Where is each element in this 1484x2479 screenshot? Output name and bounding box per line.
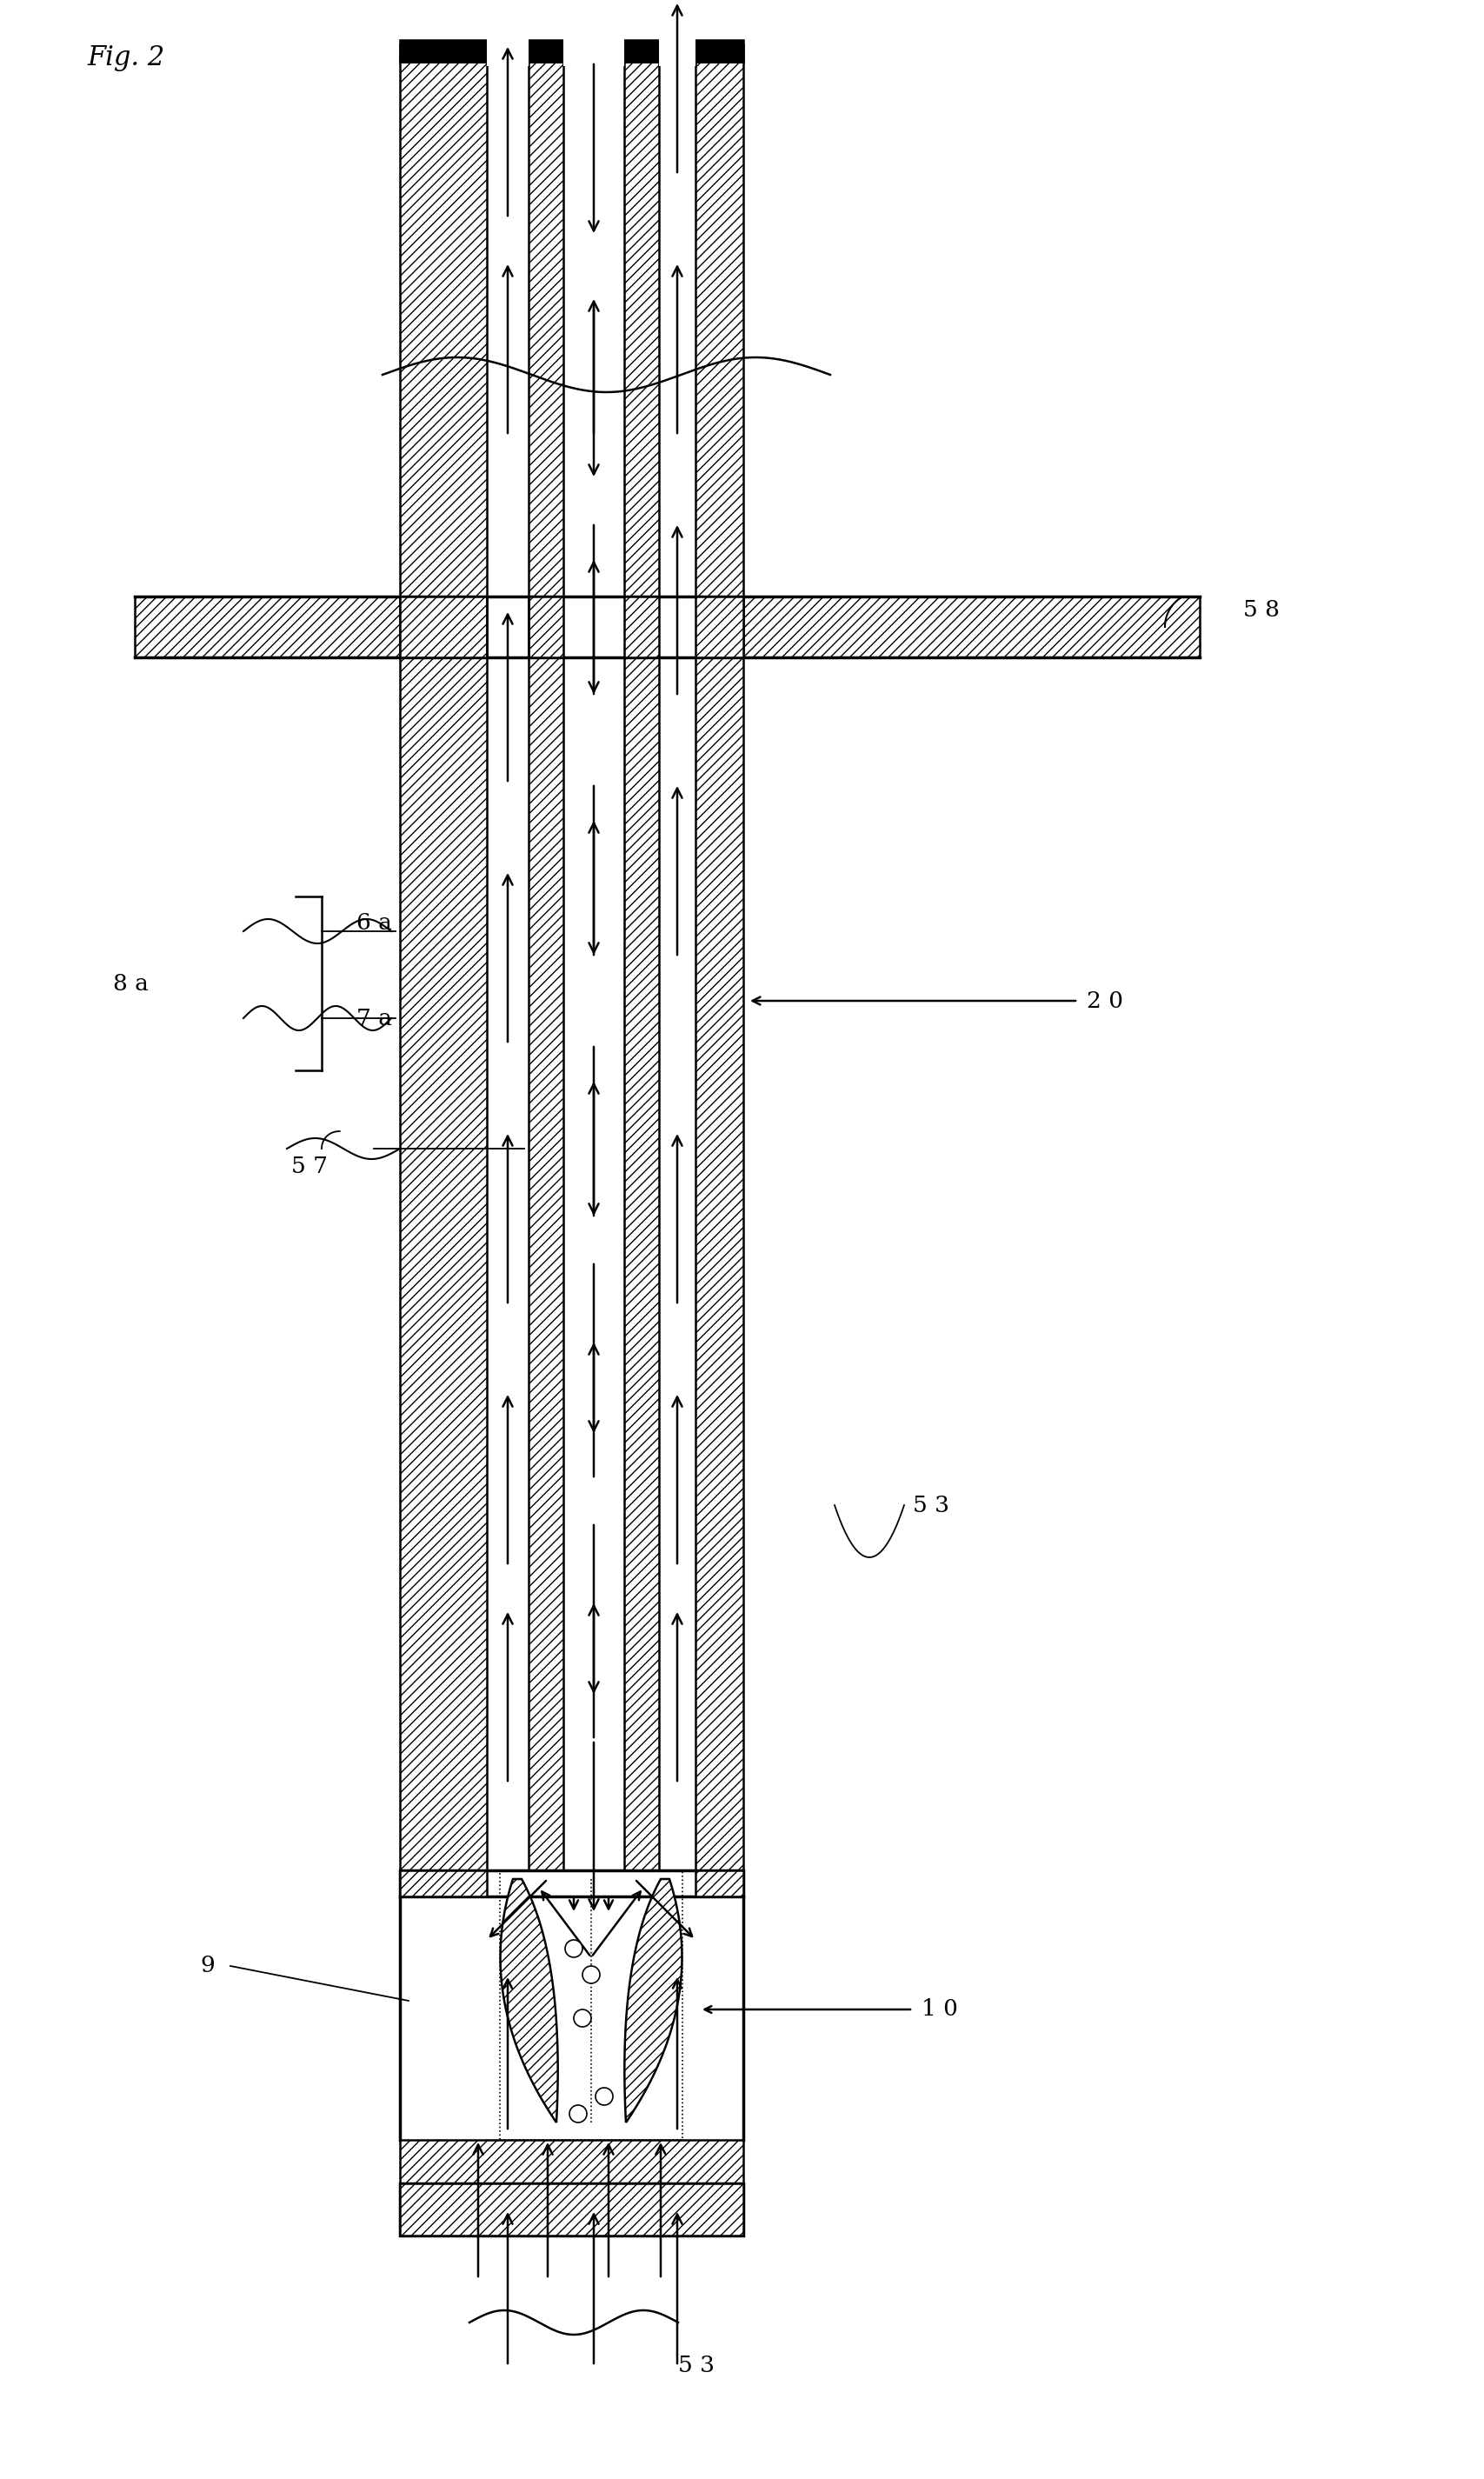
Polygon shape [528,597,564,657]
Text: 9: 9 [200,1956,215,1976]
Polygon shape [625,62,659,1896]
Polygon shape [625,1879,683,2122]
Text: 6 a: 6 a [356,912,392,935]
Polygon shape [696,62,743,1896]
Text: 1 0: 1 0 [922,1998,959,2020]
Text: 5 3: 5 3 [678,2355,715,2377]
Polygon shape [399,2139,743,2184]
Text: 5 8: 5 8 [1244,597,1279,620]
Text: 2 0: 2 0 [1086,989,1123,1011]
Polygon shape [696,45,743,62]
Text: 7 a: 7 a [356,1006,392,1029]
Polygon shape [659,35,696,67]
Text: 5 3: 5 3 [913,1495,950,1517]
Polygon shape [528,62,564,1896]
Circle shape [574,2010,591,2028]
Polygon shape [625,45,659,62]
Circle shape [565,1941,583,1958]
Polygon shape [399,597,487,657]
Polygon shape [399,2184,743,2236]
Polygon shape [696,597,743,657]
Text: 8 a: 8 a [113,972,148,994]
Polygon shape [399,1869,743,1896]
Polygon shape [487,35,528,67]
Polygon shape [696,1869,743,1896]
Polygon shape [135,597,399,657]
Polygon shape [500,1879,558,2122]
Polygon shape [399,40,743,62]
Polygon shape [399,2184,743,2236]
Polygon shape [625,597,659,657]
Circle shape [583,1966,600,1983]
Circle shape [595,2087,613,2105]
Text: Fig. 2: Fig. 2 [88,45,165,72]
Polygon shape [487,595,696,659]
Polygon shape [399,45,487,62]
Polygon shape [528,45,564,62]
Polygon shape [564,35,625,67]
Polygon shape [399,62,487,1896]
Circle shape [570,2105,586,2122]
Polygon shape [743,597,1199,657]
Text: 5 7: 5 7 [291,1155,328,1178]
Polygon shape [399,1869,487,1896]
